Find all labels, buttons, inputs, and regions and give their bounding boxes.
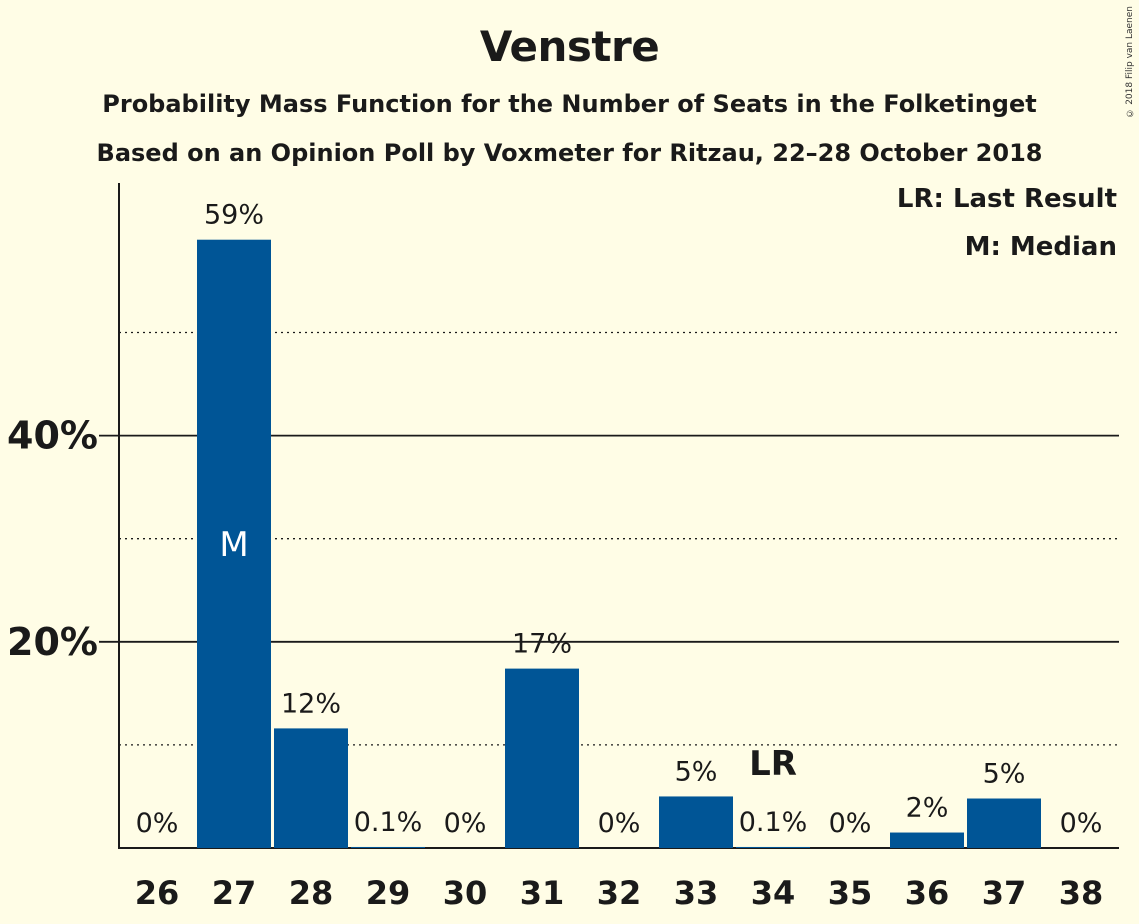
bar-seat-36 [890, 832, 964, 848]
x-tick-label: 36 [905, 874, 950, 912]
data-label: 0% [444, 808, 487, 839]
legend-median: M: Median [964, 232, 1117, 262]
data-label: 0% [598, 808, 641, 839]
x-tick-label: 34 [751, 874, 796, 912]
x-tick-label: 31 [520, 874, 565, 912]
last-result-marker: LR [749, 744, 797, 784]
chart-subtitle: Probability Mass Function for the Number… [102, 90, 1037, 118]
x-tick-label: 26 [135, 874, 180, 912]
bar-seat-28 [274, 728, 348, 848]
data-label: 59% [204, 200, 264, 231]
x-tick-label: 33 [674, 874, 719, 912]
data-label: 0% [829, 808, 872, 839]
data-label: 0.1% [739, 807, 808, 838]
data-label: 2% [906, 793, 949, 824]
chart-title: Venstre [479, 22, 660, 71]
data-label: 12% [281, 688, 341, 719]
y-tick-label: 20% [7, 620, 98, 664]
y-tick-label: 40% [7, 414, 98, 458]
x-tick-label: 38 [1059, 874, 1104, 912]
data-label: 5% [983, 759, 1026, 790]
bar-seat-33 [659, 796, 733, 848]
bar-seat-37 [967, 798, 1041, 848]
median-marker: M [219, 525, 248, 565]
x-tick-label: 30 [443, 874, 488, 912]
data-label: 0.1% [354, 807, 423, 838]
x-tick-label: 29 [366, 874, 411, 912]
legend-last-result: LR: Last Result [896, 184, 1117, 214]
data-label: 0% [136, 808, 179, 839]
bar-seat-34 [736, 846, 810, 848]
bar-seat-29 [351, 846, 425, 848]
x-tick-label: 37 [982, 874, 1027, 912]
chart-source-line: Based on an Opinion Poll by Voxmeter for… [96, 139, 1043, 167]
data-label: 17% [512, 629, 572, 660]
data-label: 0% [1060, 808, 1103, 839]
x-tick-label: 28 [289, 874, 334, 912]
x-tick-label: 27 [212, 874, 257, 912]
x-tick-label: 32 [597, 874, 642, 912]
data-label: 5% [675, 756, 718, 787]
x-tick-label: 35 [828, 874, 873, 912]
bar-seat-31 [505, 668, 579, 848]
bar-seat-27 [197, 239, 271, 848]
